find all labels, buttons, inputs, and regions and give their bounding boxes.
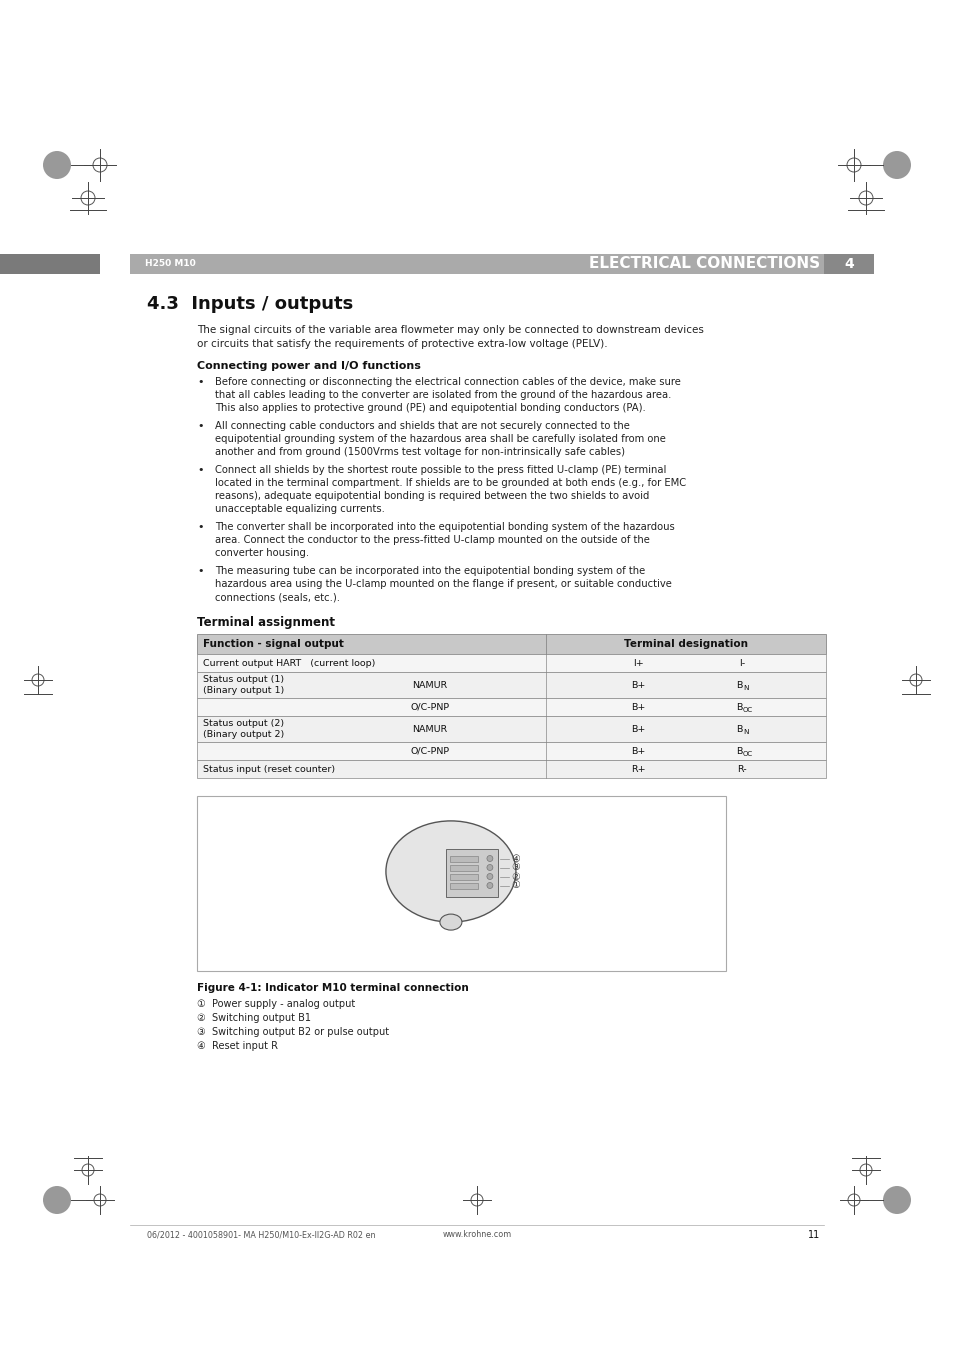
Text: connections (seals, etc.).: connections (seals, etc.). [214,593,339,602]
Circle shape [486,883,493,888]
Text: B: B [735,725,741,733]
Text: ②  Switching output B1: ② Switching output B1 [196,1012,311,1023]
Text: Figure 4-1: Indicator M10 terminal connection: Figure 4-1: Indicator M10 terminal conne… [196,983,468,994]
FancyBboxPatch shape [445,849,497,896]
FancyBboxPatch shape [196,760,825,778]
FancyBboxPatch shape [450,873,477,879]
FancyBboxPatch shape [196,698,825,716]
Text: O/C-PNP: O/C-PNP [410,747,449,756]
Text: N: N [742,684,748,691]
Text: NAMUR: NAMUR [412,725,447,733]
FancyBboxPatch shape [196,653,825,672]
Text: OC: OC [742,751,752,757]
Text: ④  Reset input R: ④ Reset input R [196,1041,277,1052]
Text: reasons), adequate equipotential bonding is required between the two shields to : reasons), adequate equipotential bonding… [214,491,649,501]
Text: The signal circuits of the variable area flowmeter may only be connected to down: The signal circuits of the variable area… [196,325,703,335]
FancyBboxPatch shape [0,254,100,274]
FancyBboxPatch shape [196,672,825,698]
Text: H250 M10: H250 M10 [145,259,195,269]
Text: N: N [742,729,748,734]
Text: 06/2012 - 4001058901- MA H250/M10-Ex-II2G-AD R02 en: 06/2012 - 4001058901- MA H250/M10-Ex-II2… [147,1230,375,1239]
Text: •: • [196,377,203,387]
FancyBboxPatch shape [450,883,477,888]
Ellipse shape [439,914,461,930]
Ellipse shape [386,821,516,922]
FancyBboxPatch shape [823,254,873,274]
Text: Terminal designation: Terminal designation [623,639,747,649]
Text: another and from ground (1500Vrms test voltage for non-intrinsically safe cables: another and from ground (1500Vrms test v… [214,447,624,458]
Text: (Binary output 1): (Binary output 1) [203,686,284,695]
Text: unacceptable equalizing currents.: unacceptable equalizing currents. [214,504,384,514]
FancyBboxPatch shape [450,864,477,871]
Text: This also applies to protective ground (PE) and equipotential bonding conductors: This also applies to protective ground (… [214,404,645,413]
Text: B+: B+ [631,702,645,711]
Text: Status input (reset counter): Status input (reset counter) [203,764,335,774]
Text: Current output HART   (current loop): Current output HART (current loop) [203,659,375,667]
Text: 11: 11 [807,1230,820,1241]
Text: •: • [196,464,203,475]
Text: converter housing.: converter housing. [214,548,309,558]
Text: O/C-PNP: O/C-PNP [410,702,449,711]
Text: B: B [735,702,741,711]
Text: R-: R- [737,764,746,774]
FancyBboxPatch shape [130,254,823,274]
Text: B+: B+ [631,747,645,756]
Text: Connect all shields by the shortest route possible to the press fitted U-clamp (: Connect all shields by the shortest rout… [214,464,666,475]
Text: ③  Switching output B2 or pulse output: ③ Switching output B2 or pulse output [196,1027,389,1037]
Text: www.krohne.com: www.krohne.com [442,1230,511,1239]
Text: 4.3  Inputs / outputs: 4.3 Inputs / outputs [147,296,353,313]
Text: ELECTRICAL CONNECTIONS: ELECTRICAL CONNECTIONS [588,256,820,271]
Text: •: • [196,566,203,576]
Text: ③: ③ [511,863,519,872]
Text: located in the terminal compartment. If shields are to be grounded at both ends : located in the terminal compartment. If … [214,478,685,487]
Circle shape [486,856,493,861]
Text: equipotential grounding system of the hazardous area shall be carefully isolated: equipotential grounding system of the ha… [214,433,665,444]
Text: or circuits that satisfy the requirements of protective extra-low voltage (PELV): or circuits that satisfy the requirement… [196,339,607,350]
FancyBboxPatch shape [196,634,825,653]
Text: ②: ② [511,872,519,882]
Circle shape [486,864,493,871]
Text: OC: OC [742,707,752,713]
Text: B+: B+ [631,725,645,733]
Text: ④: ④ [511,853,519,864]
Circle shape [43,1187,71,1214]
Text: •: • [196,522,203,532]
Text: Connecting power and I/O functions: Connecting power and I/O functions [196,360,420,371]
Text: All connecting cable conductors and shields that are not securely connected to t: All connecting cable conductors and shie… [214,421,629,431]
Circle shape [882,151,910,180]
Circle shape [43,151,71,180]
Text: B: B [735,747,741,756]
Text: Status output (2): Status output (2) [203,718,284,728]
FancyBboxPatch shape [196,716,825,742]
Text: R+: R+ [631,764,645,774]
Text: Before connecting or disconnecting the electrical connection cables of the devic: Before connecting or disconnecting the e… [214,377,680,387]
Text: 4: 4 [843,256,853,271]
Text: I+: I+ [633,659,643,667]
Text: •: • [196,421,203,431]
Text: that all cables leading to the converter are isolated from the ground of the haz: that all cables leading to the converter… [214,390,671,400]
Text: NAMUR: NAMUR [412,680,447,690]
Text: Status output (1): Status output (1) [203,675,284,684]
FancyBboxPatch shape [196,743,825,760]
FancyBboxPatch shape [450,856,477,861]
Text: Terminal assignment: Terminal assignment [196,616,335,629]
Text: ①: ① [511,880,519,891]
Text: B+: B+ [631,680,645,690]
Text: ①  Power supply - analog output: ① Power supply - analog output [196,999,355,1008]
Text: B: B [735,680,741,690]
Text: I-: I- [739,659,744,667]
Text: (Binary output 2): (Binary output 2) [203,730,284,740]
Circle shape [486,873,493,879]
Text: The converter shall be incorporated into the equipotential bonding system of the: The converter shall be incorporated into… [214,522,674,532]
Text: The measuring tube can be incorporated into the equipotential bonding system of : The measuring tube can be incorporated i… [214,566,644,576]
Text: Function - signal output: Function - signal output [203,639,343,649]
Circle shape [882,1187,910,1214]
FancyBboxPatch shape [196,796,725,971]
Text: area. Connect the conductor to the press-fitted U-clamp mounted on the outside o: area. Connect the conductor to the press… [214,535,649,545]
Text: hazardous area using the U-clamp mounted on the flange if present, or suitable c: hazardous area using the U-clamp mounted… [214,579,671,589]
